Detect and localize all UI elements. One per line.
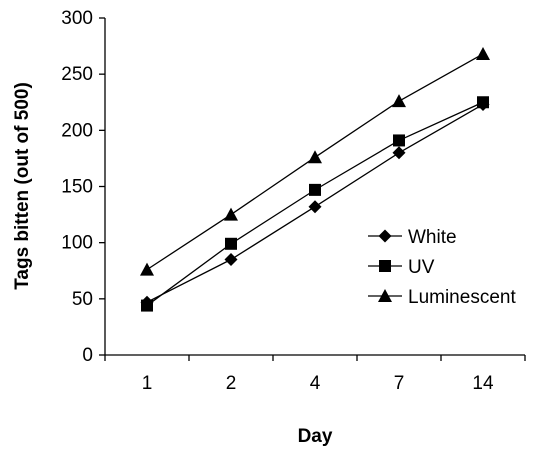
data-point-white [392,146,406,160]
data-point-luminescent [140,262,154,276]
x-tick-label: 4 [310,373,321,394]
y-axis: 0 50 100 150 200 250 300 [61,8,106,366]
y-tick-label: 100 [61,233,93,254]
legend-item-uv: UV [368,257,435,278]
data-point-uv [477,96,489,109]
x-tick-label: 2 [226,373,237,394]
series-layer [140,46,490,312]
data-point-luminescent [476,46,490,60]
x-tick-label: 1 [142,373,153,394]
y-tick-label: 300 [61,8,93,29]
legend-label: Luminescent [408,287,516,308]
data-point-luminescent [224,207,238,221]
data-point-uv [225,237,237,250]
y-tick-label: 200 [61,120,93,141]
x-axis-title: Day [298,426,333,447]
legend-label: UV [408,257,435,278]
x-axis: 1 2 4 7 14 [104,354,526,394]
y-tick-label: 50 [72,289,93,310]
legend-item-white: White [368,227,457,248]
legend: White UV Luminescent [368,227,516,308]
y-tick-label: 0 [82,345,93,366]
series-white [140,97,490,309]
data-point-white [224,253,238,267]
legend-item-luminescent: Luminescent [368,287,516,308]
legend-label: White [408,227,457,248]
y-tick-label: 250 [61,64,93,85]
data-point-luminescent [392,94,406,108]
legend-marker-diamond [378,229,392,243]
x-tick-label: 14 [472,373,494,394]
series-uv [141,96,489,312]
legend-marker-triangle [378,289,392,302]
y-axis-title: Tags bitten (out of 500) [12,82,33,290]
y-tick-label: 150 [61,177,93,198]
data-point-uv [393,134,405,147]
data-point-luminescent [308,150,322,164]
x-tick-label: 7 [394,373,405,394]
legend-marker-square [379,260,391,272]
data-point-uv [309,183,321,196]
data-point-uv [141,299,153,312]
data-point-white [308,200,322,214]
series-luminescent [140,46,490,276]
